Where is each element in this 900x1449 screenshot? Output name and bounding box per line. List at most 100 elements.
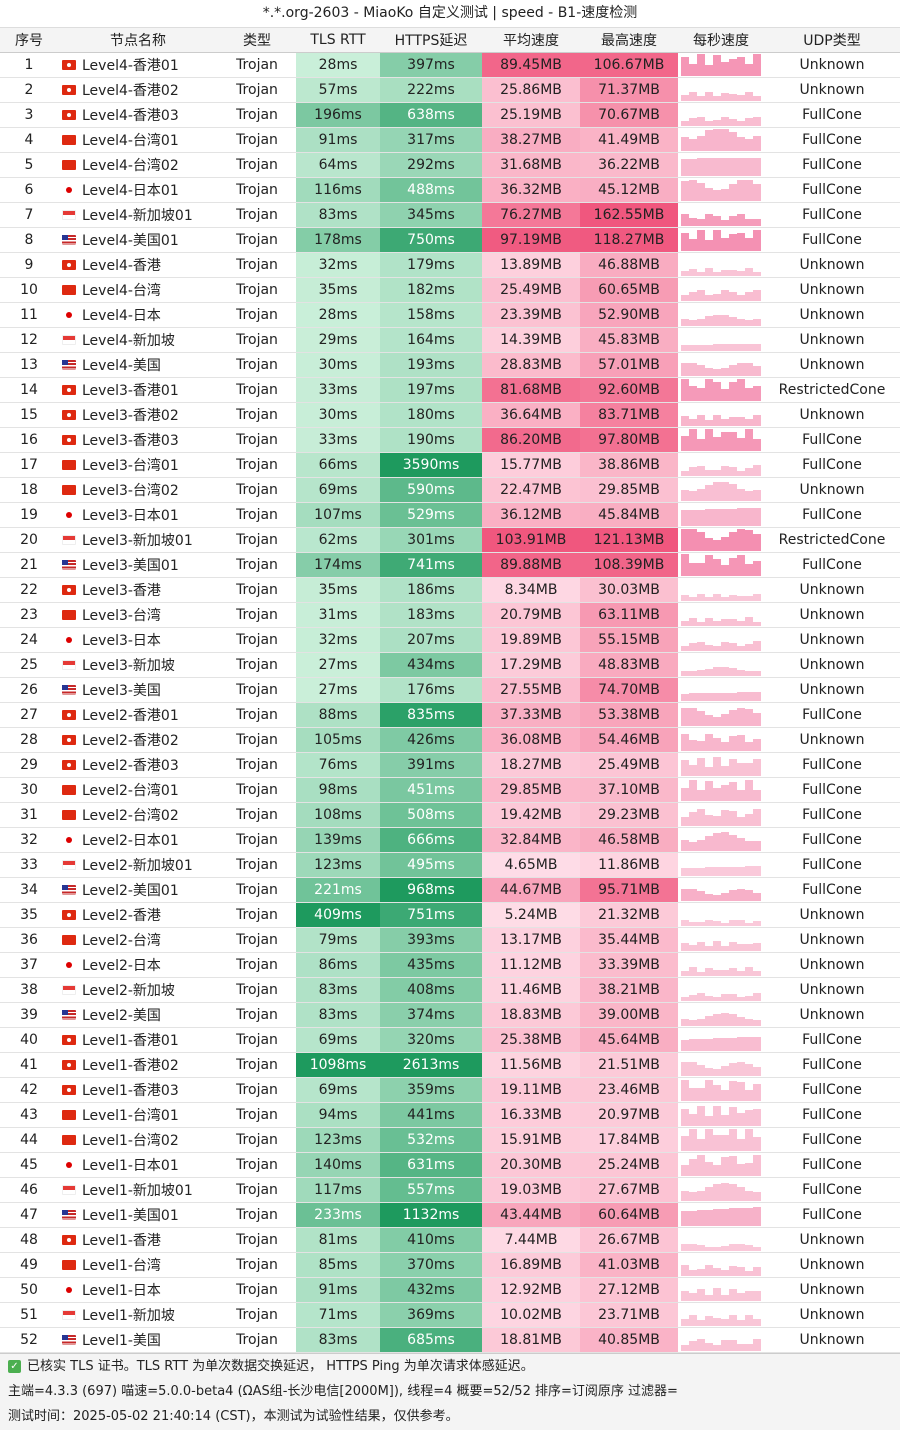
speed-bar xyxy=(697,757,705,776)
row-index: 22 xyxy=(0,577,58,603)
table-row[interactable]: 21 Level3-美国01 Trojan 174ms 741ms 89.88MB 108.… xyxy=(0,552,900,578)
table-row[interactable]: 27 Level2-香港01 Trojan 88ms 835ms 37.33MB 53.38… xyxy=(0,702,900,728)
flag-icon xyxy=(62,1010,76,1020)
table-row[interactable]: 49 Level1-台湾 Trojan 85ms 370ms 16.89MB 41.03MB… xyxy=(0,1252,900,1278)
speed-bar xyxy=(753,561,761,576)
speed-bar xyxy=(745,529,753,551)
table-row[interactable]: 9 Level4-香港 Trojan 32ms 179ms 13.89MB 46.88MB U… xyxy=(0,252,900,278)
tls-rtt: 83ms xyxy=(296,1002,380,1028)
header-type[interactable]: 类型 xyxy=(218,28,296,53)
tls-rtt: 27ms xyxy=(296,677,380,703)
udp-type: Unknown xyxy=(764,1302,900,1328)
table-row[interactable]: 44 Level1-台湾02 Trojan 123ms 532ms 15.91MB 17.8… xyxy=(0,1127,900,1153)
speed-bar xyxy=(697,867,705,876)
table-row[interactable]: 29 Level2-香港03 Trojan 76ms 391ms 18.27MB 25.49… xyxy=(0,752,900,778)
header-tls-rtt[interactable]: TLS RTT xyxy=(296,28,380,53)
speed-bar xyxy=(721,188,729,201)
udp-type: FullCone xyxy=(764,102,900,128)
table-row[interactable]: 2 Level4-香港02 Trojan 57ms 222ms 25.86MB 71.37M… xyxy=(0,77,900,103)
speed-bar xyxy=(681,137,689,151)
table-row[interactable]: 1 Level4-香港01 Trojan 28ms 397ms 89.45MB 106.67… xyxy=(0,52,900,78)
table-row[interactable]: 47 Level1-美国01 Trojan 233ms 1132ms 43.44MB 60.… xyxy=(0,1202,900,1228)
node-name: Level3-香港03 xyxy=(82,433,179,449)
table-row[interactable]: 38 Level2-新加坡 Trojan 83ms 408ms 11.46MB 38.21M… xyxy=(0,977,900,1003)
table-row[interactable]: 32 Level2-日本01 Trojan 139ms 666ms 32.84MB 46.5… xyxy=(0,827,900,853)
speed-bar xyxy=(721,785,729,801)
udp-type: FullCone xyxy=(764,502,900,528)
table-row[interactable]: 4 Level4-台湾01 Trojan 91ms 317ms 38.27MB 41.49M… xyxy=(0,127,900,153)
speed-bar xyxy=(689,344,697,351)
speed-bar xyxy=(705,158,713,176)
table-row[interactable]: 35 Level2-香港 Trojan 409ms 751ms 5.24MB 21.32MB… xyxy=(0,902,900,928)
table-row[interactable]: 25 Level3-新加坡 Trojan 27ms 434ms 17.29MB 48.83M… xyxy=(0,652,900,678)
table-row[interactable]: 26 Level3-美国 Trojan 27ms 176ms 27.55MB 74.70MB… xyxy=(0,677,900,703)
table-row[interactable]: 16 Level3-香港03 Trojan 33ms 190ms 86.20MB 97.80… xyxy=(0,427,900,453)
speed-bar xyxy=(721,742,729,751)
table-row[interactable]: 13 Level4-美国 Trojan 30ms 193ms 28.83MB 57.01MB… xyxy=(0,352,900,378)
speed-bar xyxy=(753,96,761,101)
https-latency: 638ms xyxy=(380,102,482,128)
table-row[interactable]: 7 Level4-新加坡01 Trojan 83ms 345ms 76.27MB 162.5… xyxy=(0,202,900,228)
header-index[interactable]: 序号 xyxy=(0,28,58,53)
max-speed: 55.15MB xyxy=(580,627,678,653)
udp-type: FullCone xyxy=(764,852,900,878)
table-row[interactable]: 34 Level2-美国01 Trojan 221ms 968ms 44.67MB 95.7… xyxy=(0,877,900,903)
table-row[interactable]: 14 Level3-香港01 Trojan 33ms 197ms 81.68MB 92.60… xyxy=(0,377,900,403)
header-https-latency[interactable]: HTTPS延迟 xyxy=(380,28,482,53)
table-row[interactable]: 42 Level1-香港03 Trojan 69ms 359ms 19.11MB 23.46… xyxy=(0,1077,900,1103)
speed-bar xyxy=(681,416,689,426)
table-row[interactable]: 11 Level4-日本 Trojan 28ms 158ms 23.39MB 52.90MB… xyxy=(0,302,900,328)
table-row[interactable]: 10 Level4-台湾 Trojan 35ms 182ms 25.49MB 60.65MB… xyxy=(0,277,900,303)
table-row[interactable]: 15 Level3-香港02 Trojan 30ms 180ms 36.64MB 83.71… xyxy=(0,402,900,428)
table-row[interactable]: 36 Level2-台湾 Trojan 79ms 393ms 13.17MB 35.44MB… xyxy=(0,927,900,953)
node-name: Level2-日本01 xyxy=(82,833,179,849)
flag-icon xyxy=(62,260,76,270)
https-latency: 179ms xyxy=(380,252,482,278)
speed-bar xyxy=(753,594,761,601)
table-row[interactable]: 52 Level1-美国 Trojan 83ms 685ms 18.81MB 40.85MB… xyxy=(0,1327,900,1353)
speed-bar xyxy=(737,734,745,751)
table-row[interactable]: 46 Level1-新加坡01 Trojan 117ms 557ms 19.03MB 27.… xyxy=(0,1177,900,1203)
table-row[interactable]: 23 Level3-台湾 Trojan 31ms 183ms 20.79MB 63.11MB… xyxy=(0,602,900,628)
table-row[interactable]: 39 Level2-美国 Trojan 83ms 374ms 18.83MB 39.00MB… xyxy=(0,1002,900,1028)
header-max-speed[interactable]: 最高速度 xyxy=(580,28,678,53)
table-row[interactable]: 20 Level3-新加坡01 Trojan 62ms 301ms 103.91MB 121… xyxy=(0,527,900,553)
udp-type: FullCone xyxy=(764,777,900,803)
table-row[interactable]: 19 Level3-日本01 Trojan 107ms 529ms 36.12MB 45.8… xyxy=(0,502,900,528)
header-udp-type[interactable]: UDP类型 xyxy=(764,28,900,53)
table-row[interactable]: 48 Level1-香港 Trojan 81ms 410ms 7.44MB 26.67MB U… xyxy=(0,1227,900,1253)
table-row[interactable]: 37 Level2-日本 Trojan 86ms 435ms 11.12MB 33.39MB… xyxy=(0,952,900,978)
table-row[interactable]: 50 Level1-日本 Trojan 91ms 432ms 12.92MB 27.12MB… xyxy=(0,1277,900,1303)
table-row[interactable]: 41 Level1-香港02 Trojan 1098ms 2613ms 11.56MB 21… xyxy=(0,1052,900,1078)
table-row[interactable]: 5 Level4-台湾02 Trojan 64ms 292ms 31.68MB 36.22M… xyxy=(0,152,900,178)
table-row[interactable]: 12 Level4-新加坡 Trojan 29ms 164ms 14.39MB 45.83M… xyxy=(0,327,900,353)
header-avg-speed[interactable]: 平均速度 xyxy=(482,28,580,53)
table-row[interactable]: 30 Level2-台湾01 Trojan 98ms 451ms 29.85MB 37.10… xyxy=(0,777,900,803)
table-row[interactable]: 6 Level4-日本01 Trojan 116ms 488ms 36.32MB 45.12… xyxy=(0,177,900,203)
header-node-name[interactable]: 节点名称 xyxy=(58,28,218,53)
table-row[interactable]: 43 Level1-台湾01 Trojan 94ms 441ms 16.33MB 20.97… xyxy=(0,1102,900,1128)
table-row[interactable]: 22 Level3-香港 Trojan 35ms 186ms 8.34MB 30.03MB U… xyxy=(0,577,900,603)
avg-speed: 12.92MB xyxy=(482,1277,580,1303)
table-row[interactable]: 8 Level4-美国01 Trojan 178ms 750ms 97.19MB 118.2… xyxy=(0,227,900,253)
node-name: Level1-香港03 xyxy=(82,1083,179,1099)
table-row[interactable]: 3 Level4-香港03 Trojan 196ms 638ms 25.19MB 70.67… xyxy=(0,102,900,128)
table-row[interactable]: 51 Level1-新加坡 Trojan 71ms 369ms 10.02MB 23.71M… xyxy=(0,1302,900,1328)
table-row[interactable]: 24 Level3-日本 Trojan 32ms 207ms 19.89MB 55.15MB… xyxy=(0,627,900,653)
table-row[interactable]: 31 Level2-台湾02 Trojan 108ms 508ms 19.42MB 29.2… xyxy=(0,802,900,828)
header-per-second-speed[interactable]: 每秒速度 xyxy=(678,28,764,53)
per-second-speed xyxy=(678,752,764,778)
table-row[interactable]: 18 Level3-台湾02 Trojan 69ms 590ms 22.47MB 29.85… xyxy=(0,477,900,503)
max-speed: 41.49MB xyxy=(580,127,678,153)
avg-speed: 32.84MB xyxy=(482,827,580,853)
table-row[interactable]: 45 Level1-日本01 Trojan 140ms 631ms 20.30MB 25.2… xyxy=(0,1152,900,1178)
table-row[interactable]: 17 Level3-台湾01 Trojan 66ms 3590ms 15.77MB 38.8… xyxy=(0,452,900,478)
table-row[interactable]: 33 Level2-新加坡01 Trojan 123ms 495ms 4.65MB 11.8… xyxy=(0,852,900,878)
node-type: Trojan xyxy=(218,252,296,278)
table-row[interactable]: 40 Level1-香港01 Trojan 69ms 320ms 25.38MB 45.64… xyxy=(0,1027,900,1053)
node-name-cell: Level1-美国 xyxy=(58,1327,218,1353)
speed-sparkline xyxy=(678,1179,764,1201)
speed-bar xyxy=(721,692,729,701)
table-row[interactable]: 28 Level2-香港02 Trojan 105ms 426ms 36.08MB 54.4… xyxy=(0,727,900,753)
footer-line-time: 测试时间：2025-05-02 21:40:14 (CST)，本测试为试验性结果… xyxy=(8,1409,459,1424)
